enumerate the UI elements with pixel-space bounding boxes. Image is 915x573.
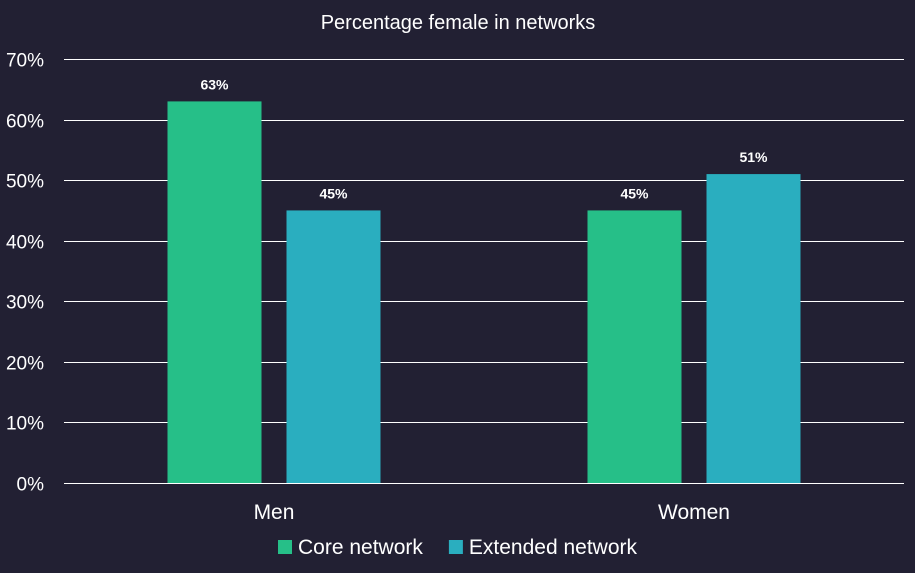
legend-swatch — [278, 540, 292, 554]
bar — [706, 174, 801, 484]
data-labels: 63% 45% 45% 51% — [200, 76, 768, 201]
bar — [167, 101, 262, 484]
y-tick-label: 40% — [6, 233, 44, 254]
bars — [167, 101, 801, 484]
y-tick-label: 60% — [6, 112, 44, 133]
legend-label: Core network — [298, 536, 423, 559]
y-axis-tick-labels: 0% 10% 20% 30% 40% 50% 60% 70% — [6, 51, 44, 496]
y-tick-label: 50% — [6, 172, 44, 193]
x-axis-category-labels: Men Women — [254, 501, 730, 524]
x-category-label: Women — [658, 501, 730, 524]
data-label: 63% — [200, 76, 229, 92]
y-tick-label: 10% — [6, 414, 44, 435]
legend-item: Extended network — [448, 536, 638, 559]
legend-swatch — [448, 540, 463, 554]
y-tick-label: 30% — [6, 293, 44, 314]
legend: Core network Extended network — [278, 536, 637, 559]
y-tick-label: 70% — [6, 51, 44, 72]
x-category-label: Men — [254, 501, 295, 524]
legend-item: Core network — [278, 536, 423, 559]
data-label: 45% — [319, 185, 348, 201]
bar — [587, 210, 682, 483]
data-label: 45% — [620, 185, 649, 201]
y-tick-label: 20% — [6, 354, 44, 375]
y-tick-label: 0% — [17, 475, 45, 496]
bar — [286, 210, 381, 483]
data-label: 51% — [739, 149, 768, 165]
legend-label: Extended network — [469, 536, 638, 559]
chart-title: Percentage female in networks — [321, 12, 596, 34]
